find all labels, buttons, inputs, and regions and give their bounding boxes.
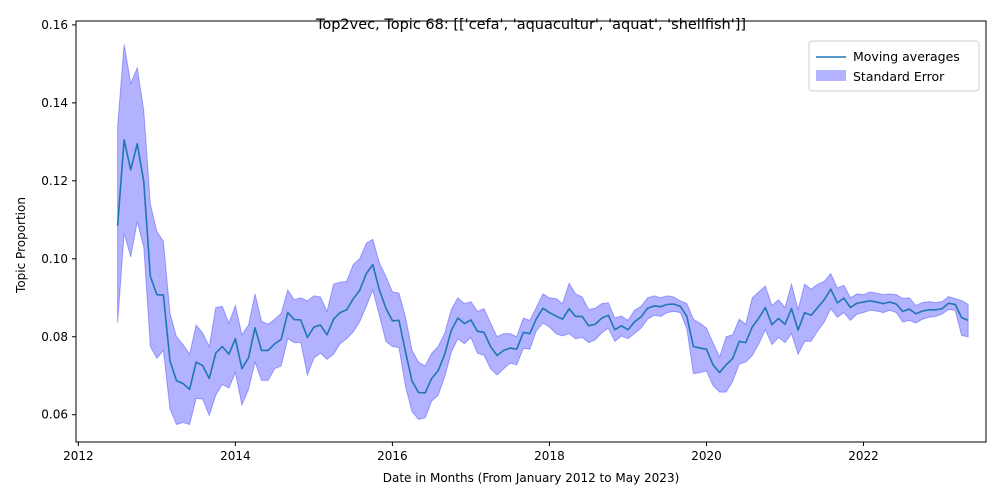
y-tick-label: 0.12 bbox=[41, 174, 68, 188]
moving-average-line bbox=[116, 139, 969, 394]
y-tick-label: 0.06 bbox=[41, 408, 68, 422]
legend-label-moving-averages: Moving averages bbox=[853, 49, 960, 64]
y-axis-label: Topic Proportion bbox=[14, 197, 28, 294]
plot-frame bbox=[75, 20, 987, 443]
axes: 2012 2014 2016 2018 2020 2022 0.06 0.08 0.10 0.12… bbox=[41, 18, 987, 463]
standard-error-band bbox=[117, 44, 969, 426]
legend: Moving averages Standard Error bbox=[808, 40, 980, 92]
y-tick-label: 0.14 bbox=[41, 96, 68, 110]
x-tick-label: 2022 bbox=[848, 449, 879, 463]
legend-frame bbox=[808, 40, 980, 92]
chart-title: Top2vec, Topic 68: [['cefa', 'aquacultur… bbox=[315, 17, 746, 33]
legend-band-swatch bbox=[816, 70, 846, 81]
x-tick-label: 2016 bbox=[377, 449, 408, 463]
x-tick-label: 2012 bbox=[63, 449, 94, 463]
plot-area bbox=[116, 44, 969, 426]
legend-label-standard-error: Standard Error bbox=[853, 69, 945, 84]
y-tick-label: 0.10 bbox=[41, 252, 68, 266]
x-tick-label: 2020 bbox=[691, 449, 722, 463]
x-axis-label: Date in Months (From January 2012 to May… bbox=[383, 471, 680, 485]
x-tick-label: 2018 bbox=[534, 449, 565, 463]
x-tick-label: 2014 bbox=[220, 449, 251, 463]
y-tick-label: 0.08 bbox=[41, 330, 68, 344]
y-tick-label: 0.16 bbox=[41, 18, 68, 32]
